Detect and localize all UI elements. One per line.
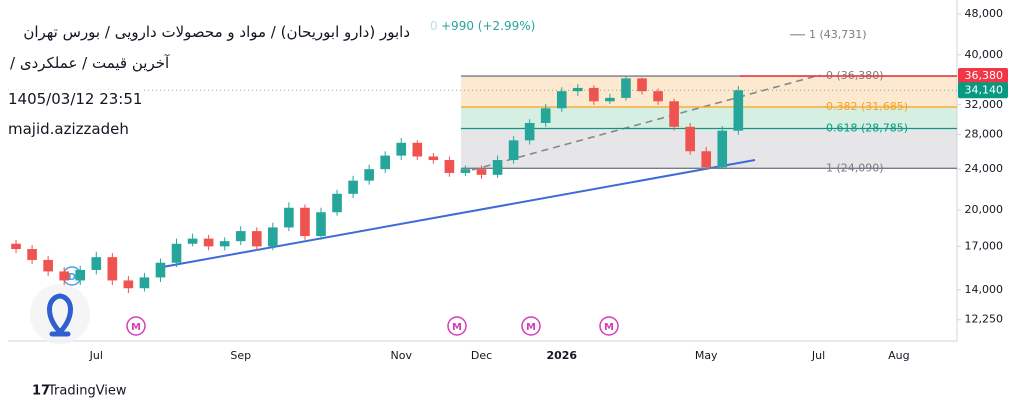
candle-body [171, 243, 182, 263]
x-tick-label: Jul [89, 349, 103, 362]
candle-body [460, 169, 471, 173]
x-tick-label: Jul [811, 349, 825, 362]
candle-body [621, 78, 631, 98]
candle-body [589, 87, 599, 102]
candle-body [107, 257, 118, 281]
candle-body [364, 169, 374, 181]
earnings-markers [126, 316, 619, 336]
marker-letter: D [68, 272, 76, 283]
y-tick-label: 48,000 [965, 7, 1004, 20]
svg-text:M: M [604, 322, 614, 333]
fib-zone [461, 76, 957, 107]
candle-body [219, 241, 230, 247]
candle-body [733, 90, 744, 131]
candle-body [524, 122, 535, 141]
candle-body [717, 130, 728, 168]
candle-body [572, 87, 583, 92]
candle-body [268, 227, 278, 247]
y-tick-label: 17,000 [965, 239, 1004, 252]
fib-label: 0.618 (28,785) [826, 121, 908, 134]
candle-body [91, 257, 102, 270]
candle-body [203, 238, 214, 247]
trend-line [156, 159, 756, 269]
candle-body [27, 249, 37, 260]
y-tick-label: 24,000 [965, 162, 1004, 175]
x-tick-label: Nov [391, 349, 413, 362]
candle-body [637, 78, 647, 92]
candle-body [59, 271, 69, 281]
y-tick-label: 32,000 [965, 98, 1004, 111]
candle-body [556, 91, 567, 109]
candle-body [685, 126, 695, 152]
candle-body [348, 180, 358, 194]
candle-body [123, 280, 134, 289]
price-box-label: 34,140 [965, 83, 1004, 96]
price-box [958, 82, 1008, 99]
candle-body [11, 243, 21, 250]
x-tick-label: 2026 [546, 349, 577, 362]
svg-text:M: M [526, 322, 536, 333]
fib-label: 1 (43,731) [809, 28, 867, 41]
candle-body [412, 142, 423, 157]
fib-label: 0.382 (31,685) [826, 100, 908, 113]
candle-body [540, 108, 551, 123]
candle-body [492, 160, 503, 175]
candle-body [396, 142, 407, 156]
logo-bg [30, 284, 90, 344]
author: majid.azizzadeh [8, 120, 129, 138]
tv-logo: 17 [32, 384, 50, 399]
logo [47, 293, 73, 337]
candle-body [605, 97, 615, 102]
y-tick-label: 14,000 [965, 283, 1004, 296]
subtitle: آخرین قیمت / عملکردی / [10, 54, 170, 72]
candle-body [428, 156, 439, 161]
fib-zone [461, 106, 957, 129]
footer: TradingView [47, 384, 127, 399]
candle-body [139, 277, 150, 289]
candle-body [300, 207, 310, 237]
candle-body [155, 262, 166, 278]
svg-text:M: M [452, 322, 462, 333]
y-tick-label: 40,000 [965, 48, 1004, 61]
candle-body [75, 269, 86, 281]
candle-body [380, 155, 391, 170]
candle-body [43, 259, 53, 272]
change: +990 (+2.99%) [441, 19, 536, 33]
candle-body [508, 140, 519, 161]
y-tick-label: 12,250 [965, 313, 1004, 326]
candle-body [332, 193, 342, 213]
dashed-trend-line [471, 74, 821, 171]
candle-body [653, 91, 663, 102]
x-tick-label: May [695, 349, 718, 362]
candle-body [187, 238, 198, 244]
candle-body [701, 151, 712, 168]
x-tick-label: Dec [471, 349, 492, 362]
candle-body [476, 169, 487, 175]
price-box-label: 36,380 [965, 69, 1004, 82]
y-tick-label: 20,000 [965, 203, 1004, 216]
price-fragment: 0 [430, 19, 438, 33]
candle-body [444, 160, 455, 173]
y-tick-label: 28,000 [965, 128, 1004, 141]
title: دابور (دارو ابوریحان) / مواد و محصولات د… [23, 23, 410, 41]
candle-body [669, 101, 679, 127]
earnings-marker-letters: M M M M [131, 322, 614, 333]
x-tick-label: Sep [230, 349, 251, 362]
x-tick-label: Aug [888, 349, 909, 362]
candle-body [284, 207, 294, 228]
svg-text:M: M [131, 322, 141, 333]
fib-label: 1 (24,090) [826, 161, 884, 174]
price-box [958, 68, 1008, 85]
candle-body [316, 212, 326, 237]
timestamp: 1405/03/12 23:51 [8, 90, 143, 108]
candle-body [251, 231, 262, 247]
candle-body [235, 231, 246, 242]
